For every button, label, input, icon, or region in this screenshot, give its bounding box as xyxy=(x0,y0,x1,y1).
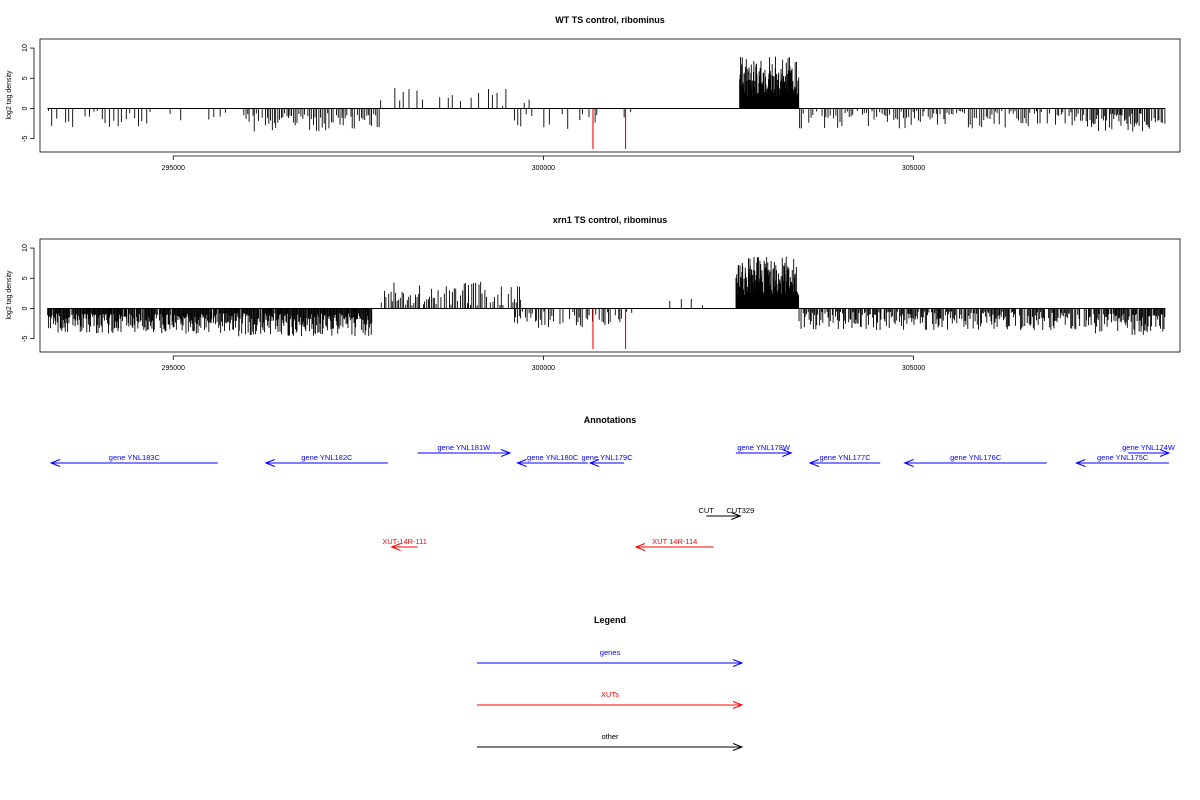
panel-wt-axes: -5 0 5 10 295000 300000 305000 xyxy=(22,44,925,172)
y-tick-label: -5 xyxy=(22,135,29,141)
annotations-panel: Annotations gene YNL183C gene YNL182Cgene… xyxy=(49,415,1176,551)
legend-title: Legend xyxy=(594,615,626,625)
feature-arrowhead xyxy=(264,459,275,467)
panel-wt-marks xyxy=(47,56,1166,149)
feature-label: CUT329 xyxy=(726,506,754,515)
y-tick-label: 5 xyxy=(22,76,29,80)
panel-xrn1-title: xrn1 TS control, ribominus xyxy=(553,215,668,225)
feature-label: XUT 14R-114 xyxy=(652,537,697,546)
feature-label: gene YNL177C xyxy=(819,453,871,462)
feature-arrowhead xyxy=(731,512,742,520)
y-tick-label: 5 xyxy=(22,276,29,280)
y-tick-label: 0 xyxy=(22,106,29,110)
x-tick-label: 300000 xyxy=(532,165,555,172)
feature-label: XUT-14R-111 xyxy=(382,537,427,546)
legend-arrowhead xyxy=(732,659,744,667)
feature-label: CUT xyxy=(699,506,715,515)
feature-arrowhead xyxy=(500,449,512,457)
legend-label: genes xyxy=(600,648,621,657)
legend-label: XUTs xyxy=(601,690,619,699)
annotations-title: Annotations xyxy=(584,415,637,425)
panel-xrn1-marks xyxy=(47,256,1166,349)
panel-xrn1-frame xyxy=(39,238,1181,353)
annotation-features: gene YNL183C gene YNL182C gene YNL181W gene… xyxy=(49,443,1176,551)
feature-label: gene YNL179C xyxy=(581,453,633,462)
x-tick-label: 295000 xyxy=(162,365,185,372)
feature-label: gene YNL182C xyxy=(301,453,353,462)
feature-label: gene YNL176C xyxy=(950,453,1002,462)
feature-arrowhead xyxy=(1159,449,1171,457)
feature-label: gene YNL183C xyxy=(109,453,161,462)
x-tick-label: 295000 xyxy=(162,165,185,172)
feature-label: gene YNL175C xyxy=(1097,453,1149,462)
legend-arrowhead xyxy=(732,743,744,751)
feature-label: gene YNL180C xyxy=(527,453,579,462)
y-tick-label: 10 xyxy=(22,44,29,52)
panel-wt: WT TS control, ribominus log2 tag densit… xyxy=(6,15,1181,172)
feature-arrowhead xyxy=(588,459,600,467)
x-tick-label: 305000 xyxy=(902,365,925,372)
feature-arrowhead xyxy=(1074,459,1086,467)
x-tick-label: 305000 xyxy=(902,165,925,172)
feature-label: gene YNL181W xyxy=(437,443,491,452)
legend-items: genes XUTs other xyxy=(477,648,744,751)
panel-xrn1-ylabel: log2 tag density xyxy=(6,270,13,320)
panel-wt-frame xyxy=(39,38,1181,153)
feature-arrowhead xyxy=(903,459,914,467)
panel-xrn1-axes: -5 0 5 10 295000 300000 305000 xyxy=(22,244,925,372)
legend-panel: Legend genes XUTs other xyxy=(477,615,744,751)
feature-arrowhead xyxy=(516,459,527,467)
feature-arrowhead xyxy=(808,459,820,467)
panel-wt-ylabel: log2 tag density xyxy=(6,70,13,120)
feature-label: gene YNL174W xyxy=(1122,443,1176,452)
y-tick-label: -5 xyxy=(22,335,29,341)
panel-wt-title: WT TS control, ribominus xyxy=(555,15,665,25)
panel-xrn1: xrn1 TS control, ribominus log2 tag dens… xyxy=(6,215,1181,372)
x-tick-label: 300000 xyxy=(532,365,555,372)
feature-arrowhead xyxy=(634,543,646,551)
y-tick-label: 10 xyxy=(22,244,29,252)
legend-arrowhead xyxy=(732,701,744,709)
legend-label: other xyxy=(601,732,619,741)
y-tick-label: 0 xyxy=(22,306,29,310)
feature-arrowhead xyxy=(390,543,401,551)
feature-arrowhead xyxy=(49,459,61,467)
feature-arrowhead xyxy=(782,449,793,457)
feature-label: gene YNL178W xyxy=(737,443,791,452)
